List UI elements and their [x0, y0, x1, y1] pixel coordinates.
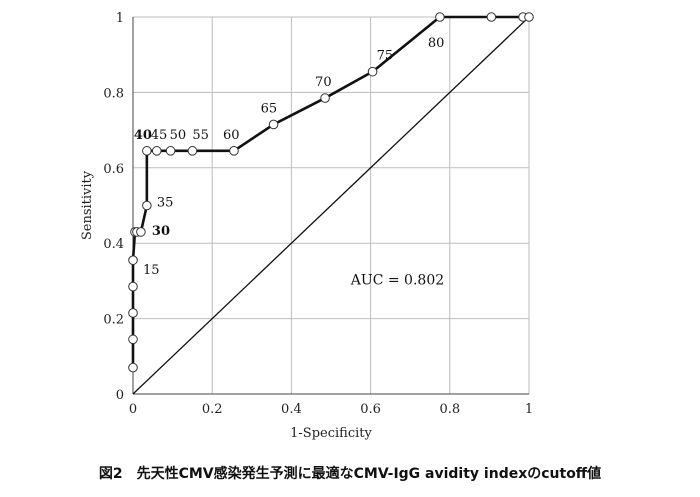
cutoff-label: 35 [157, 196, 174, 211]
figure-caption: 図2 先天性CMV感染発生予測に最適なCMV-IgG avidity index… [98, 466, 602, 482]
roc-point [486, 12, 497, 22]
cutoff-label: 65 [261, 101, 278, 116]
x-axis-title: 1-Specificity [290, 426, 372, 441]
y-tick-label: 0 [116, 388, 124, 403]
cutoff-label: 75 [377, 49, 394, 64]
cutoff-label: 80 [428, 36, 445, 51]
cutoff-label: 60 [223, 128, 240, 143]
x-tick-label: 0.4 [281, 402, 302, 417]
grid-lines [132, 16, 530, 395]
roc-point [367, 66, 378, 77]
cutoff-label: 15 [143, 263, 160, 278]
roc-point [268, 119, 279, 130]
cutoff-label: 55 [192, 128, 209, 143]
y-tick-label: 0.8 [103, 86, 124, 101]
auc-annotation: AUC = 0.802 [350, 273, 444, 289]
roc-curve-line [131, 15, 529, 368]
y-tick-label: 0.2 [103, 313, 124, 328]
cutoff-label: 30 [152, 224, 170, 239]
roc-point [136, 227, 146, 237]
x-tick-labels: 0 0.2 0.4 0.6 0.8 1 [129, 402, 533, 417]
roc-point [524, 12, 534, 22]
roc-point [128, 255, 138, 265]
cutoff-label: 70 [315, 75, 332, 90]
roc-point [128, 334, 138, 345]
cutoff-label: 40 [134, 128, 152, 143]
roc-chart: 0 0.2 0.4 0.6 0.8 1 0 0.2 0.4 0.6 0.8 1 15 30 35 4045… [80, 11, 534, 441]
x-tick-label: 0.2 [202, 402, 223, 417]
x-tick-label: 1 [525, 402, 533, 417]
cutoff-label: 45 [151, 128, 168, 143]
roc-point [229, 146, 239, 156]
roc-point [165, 146, 176, 156]
x-tick-label: 0.8 [439, 402, 460, 417]
roc-point [151, 146, 162, 156]
y-tick-label: 0.6 [103, 162, 124, 177]
roc-point [187, 146, 198, 156]
y-tick-label: 1 [116, 11, 124, 26]
roc-point [320, 93, 330, 103]
roc-point [128, 281, 138, 292]
x-tick-label: 0 [129, 402, 137, 417]
y-tick-labels: 0 0.2 0.4 0.6 0.8 1 [103, 11, 124, 403]
cutoff-label: 50 [170, 128, 187, 143]
roc-point [128, 362, 138, 373]
roc-point [142, 200, 152, 211]
roc-point [142, 146, 152, 156]
series-layer [128, 12, 534, 395]
y-axis-title: Sensitivity [80, 170, 95, 240]
x-tick-label: 0.6 [360, 402, 381, 417]
roc-point [128, 308, 138, 318]
y-tick-label: 0.4 [103, 237, 124, 252]
roc-point [435, 12, 445, 22]
diagonal-reference-line [132, 16, 530, 395]
